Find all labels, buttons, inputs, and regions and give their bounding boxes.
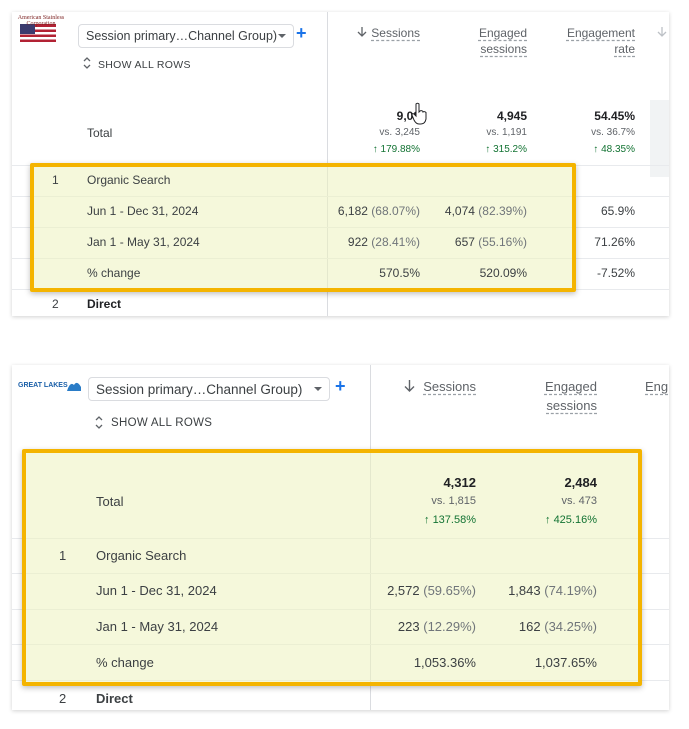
shaded-column [650, 100, 669, 177]
cell-share: (68.07%) [371, 204, 420, 218]
highlight-box [22, 449, 642, 686]
row-label: Direct [87, 297, 122, 311]
expand-icon [95, 416, 103, 429]
expand-icon [83, 57, 91, 69]
cell-share: (82.39%) [478, 204, 527, 218]
highlight-box [30, 163, 576, 292]
add-dimension[interactable]: + [335, 376, 346, 396]
show-all-rows[interactable]: SHOW ALL ROWS [98, 59, 191, 71]
dimension-label: Session primary…Channel Group) [86, 29, 278, 43]
row-label: Direct [96, 691, 133, 706]
row-label: Organic Search [96, 548, 187, 563]
column-header[interactable]: Engagement rate [566, 26, 635, 56]
row-label: Jun 1 - Dec 31, 2024 [87, 204, 199, 218]
column-header[interactable]: Engaged sessions [544, 379, 597, 413]
total-change: 315.2% [485, 143, 527, 157]
total-compare: vs. 1,191 [486, 127, 527, 138]
cell-value: 162 [518, 619, 541, 634]
cell-value: 4,074 [444, 204, 475, 218]
column-header[interactable]: Sessions [423, 379, 476, 394]
cell-value: -7.52% [596, 266, 635, 280]
sort-arrow [657, 27, 667, 37]
total-value: 2,484 [564, 475, 597, 490]
cell-value: 657 [454, 235, 475, 249]
cell-value: 922 [347, 235, 368, 249]
cell-share: (55.16%) [478, 235, 527, 249]
cell-value: 6,182 [337, 204, 368, 218]
total-label: Total [96, 494, 124, 509]
logo-text: GREAT LAKES [18, 382, 68, 389]
cell-share: (28.41%) [371, 235, 420, 249]
total-value: 4,945 [496, 109, 527, 123]
cell-value: 223 [397, 619, 420, 634]
total-compare: vs. 36.7% [591, 127, 635, 138]
logo-text: American Stainless Corporation [17, 15, 65, 27]
row-index: 1 [52, 173, 59, 187]
sort-arrow [404, 380, 415, 392]
dimension-dropdown[interactable]: Session primary…Channel Group) [88, 377, 330, 401]
total-change: 179.88% [373, 143, 420, 157]
sort-arrow [357, 27, 367, 37]
column-header[interactable]: Eng [645, 379, 669, 394]
row-label: Jun 1 - Dec 31, 2024 [96, 583, 217, 598]
column-header[interactable]: Engaged sessions [478, 26, 527, 56]
total-label: Total [87, 126, 113, 140]
cell-value: 2,572 [387, 583, 420, 598]
cursor [411, 102, 427, 125]
add-dimension[interactable]: + [296, 23, 307, 43]
logo-flag [20, 24, 56, 42]
cell-value: 1,843 [508, 583, 541, 598]
total-value: 54.45% [594, 109, 635, 123]
total-change: 48.35% [593, 143, 635, 157]
logo-icon [67, 382, 81, 391]
cell-value: 1,037.65% [534, 655, 597, 670]
total-change: 137.58% [424, 513, 476, 528]
dimension-label: Session primary…Channel Group) [96, 382, 303, 397]
row-label: Jan 1 - May 31, 2024 [96, 619, 219, 634]
total-compare: vs. 473 [561, 495, 597, 507]
cell-value: 520.09% [479, 266, 527, 280]
row-label: % change [96, 655, 154, 670]
cell-share: (34.25%) [544, 619, 597, 634]
total-compare: vs. 3,245 [379, 127, 420, 138]
cell-value: 65.9% [600, 204, 635, 218]
cell-share: (59.65%) [423, 583, 476, 598]
total-value: 4,312 [443, 475, 476, 490]
report-table: GREAT LAKES Session primary…Channel Grou… [12, 365, 669, 710]
cell-value: 71.26% [594, 235, 635, 249]
cell-value: 570.5% [379, 266, 420, 280]
total-compare: vs. 1,815 [431, 495, 476, 507]
row-label: % change [87, 266, 141, 280]
total-change: 425.16% [545, 513, 597, 528]
cell-value: 1,053.36% [413, 655, 476, 670]
row-index: 1 [59, 548, 67, 563]
report-table: American Stainless Corporation Session p… [12, 12, 669, 316]
row-index: 2 [59, 691, 67, 706]
row-label: Organic Search [87, 173, 171, 187]
cell-share: (74.19%) [544, 583, 597, 598]
row-index: 2 [52, 297, 59, 311]
dimension-dropdown[interactable]: Session primary…Channel Group) [78, 24, 294, 48]
row-label: Jan 1 - May 31, 2024 [87, 235, 200, 249]
show-all-rows[interactable]: SHOW ALL ROWS [111, 417, 213, 429]
column-header[interactable]: Sessions [371, 26, 420, 40]
cell-share: (12.29%) [423, 619, 476, 634]
